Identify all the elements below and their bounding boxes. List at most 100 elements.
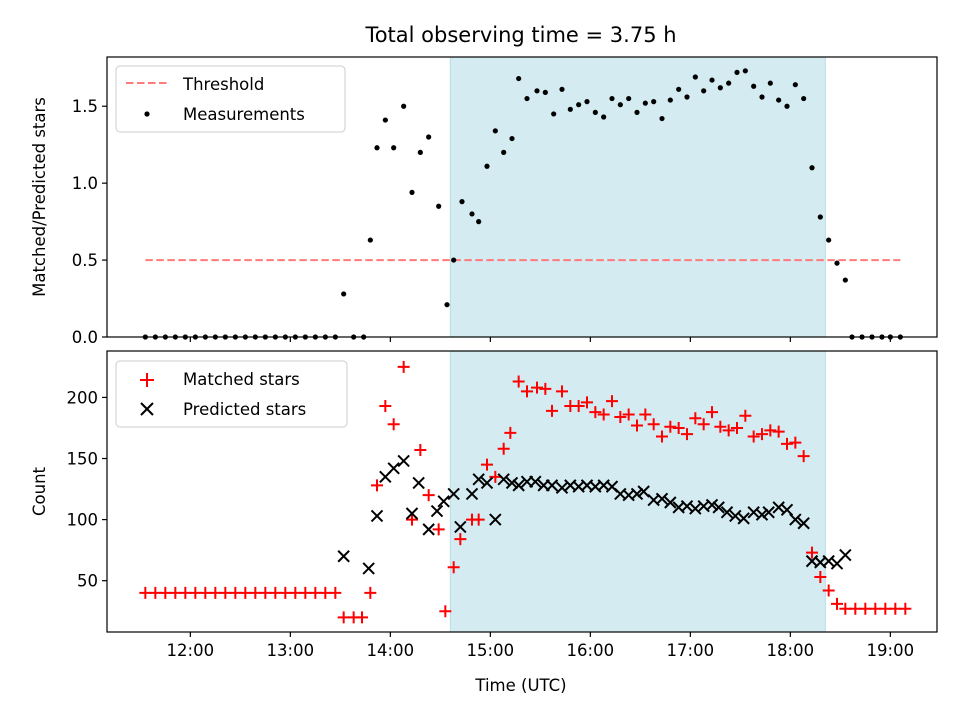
matched-star-point [756,428,768,441]
matched-star-point [289,586,302,599]
matched-star-point [859,602,872,615]
predicted-star-point [689,502,702,515]
measurement-point [451,257,457,263]
matched-star-point [371,479,383,492]
matched-star-point [249,586,262,599]
matched-star-point [379,399,392,412]
predicted-star-point [447,487,460,501]
matched-star-point [899,602,912,615]
matched-star-point [329,586,342,599]
predicted-star-point [729,509,742,523]
measurement-point [834,260,840,266]
top-legend-box [115,65,346,133]
predicted-star-point [789,513,802,526]
measurement-point [617,102,623,108]
matched-star-point [869,602,882,615]
predicted-star-point [387,462,400,475]
measurement-point [551,111,557,117]
predicted-star-point [755,508,769,521]
predicted-star-point [780,503,794,517]
bottom-legend: Matched stars Predicted stars [115,360,348,428]
measurement-point [601,114,607,120]
matched-star-point [497,442,510,455]
matched-star-point [889,602,902,615]
measurement-point [609,95,615,102]
predicted-star-point [337,550,350,563]
matched-star-point [259,586,272,599]
measurement-point [592,109,598,115]
measurement-point [382,117,388,123]
matched-star-point [814,571,827,584]
measurement-point [751,83,757,89]
measurement-point [659,115,665,122]
matched-star-point [149,586,162,599]
predicted-star-point [772,501,785,514]
measurement-point [576,102,582,108]
bottom-panel: 50 100 150 200 12:00 13:00 14:00 15:00 16:00 17:0… [30,350,938,695]
measurement-point [826,237,832,243]
measurement-point [809,165,815,171]
matched-star-point [781,437,793,450]
matched-star-point [656,430,668,443]
matched-star-point [269,586,282,599]
predicted-star-point [397,454,410,468]
matched-star-point [879,602,892,615]
matched-star-point [504,426,517,439]
predicted-star-point [747,506,760,519]
measurement-point [642,100,648,106]
matched-star-point [706,406,718,419]
legend-matched-label: Matched stars [183,370,300,389]
chart-title: Total observing time = 3.75 h [364,23,676,47]
xtick-label: 14:00 [367,641,415,660]
matched-star-point [689,412,702,425]
measurement-point [701,88,707,94]
measurement-point [842,277,848,283]
legend-matched-swatch [140,373,154,387]
matched-star-point [822,584,835,597]
matched-star-point [631,419,643,432]
predicted-star-point [664,496,677,509]
matched-star-point [414,443,427,456]
predicted-star-point [362,562,375,575]
matched-star-point [556,385,568,398]
measurement-point [391,145,397,151]
matched-star-point [664,420,677,433]
predicted-star-point [839,548,852,562]
matched-star-point [406,513,418,526]
measurement-point [684,94,690,100]
measurement-point [417,149,423,155]
top-ytick-label: 1.0 [72,174,98,193]
matched-star-point [489,470,502,483]
top-axes-frame [106,56,938,338]
measurement-points [142,68,903,340]
predicted-star-point [454,520,467,534]
measurement-point [459,199,465,205]
predicted-star-point [797,517,810,530]
matched-star-point [319,586,332,599]
predicted-star-point [437,495,450,508]
predicted-star-point [720,506,734,519]
xtick-label: 16:00 [567,641,615,660]
predicted-star-point [762,506,775,519]
predicted-star-point [637,485,650,498]
predicted-star-point [480,476,494,490]
measurement-point [676,86,682,92]
top-highlight-span [449,56,826,338]
measurement-point [501,149,507,155]
measurement-point [742,68,748,74]
top-ytick-label: 1.5 [72,97,98,116]
predicted-star-point [555,481,569,495]
measurement-point [409,189,415,195]
legend-predicted-label: Predicted stars [183,400,306,419]
bottom-ylabel: Count [30,466,49,516]
predicted-star-point [422,523,435,536]
matched-star-point [622,408,635,421]
matched-star-point [606,395,618,408]
top-ytick-label: 0.0 [72,328,98,347]
matched-star-point [364,586,377,599]
measurement-point [759,94,765,100]
matched-star-point [199,586,212,599]
xlabel: Time (UTC) [474,676,566,695]
matched-star-point [539,382,552,395]
measurement-point [726,80,732,86]
